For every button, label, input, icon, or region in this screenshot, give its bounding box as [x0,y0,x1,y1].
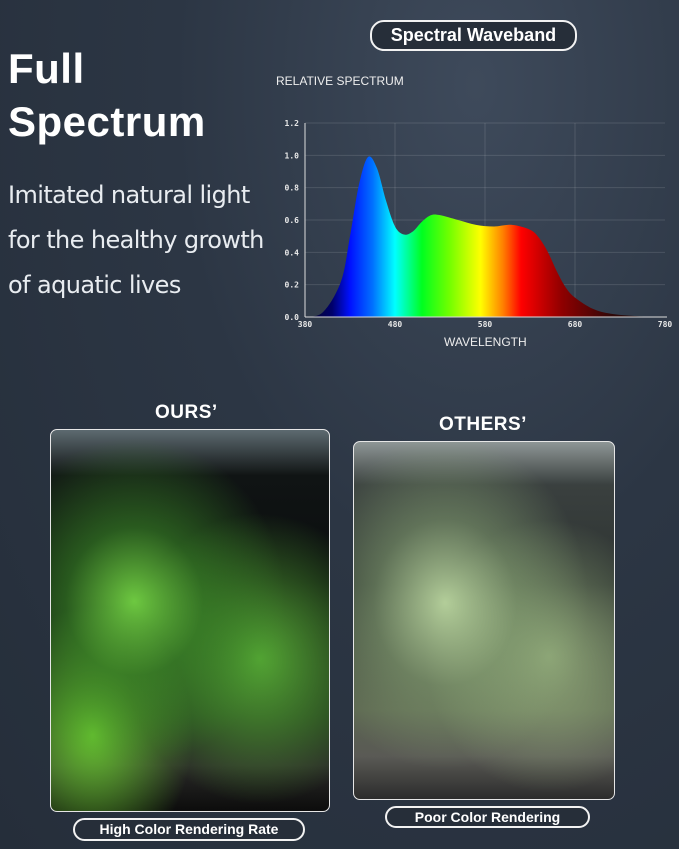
x-tick-label: 680 [568,320,583,329]
others-aquarium-photo [353,441,615,800]
y-tick-label: 0.8 [285,184,300,193]
page-title: Full Spectrum [8,42,206,148]
y-tick-label: 0.2 [285,281,300,290]
subtitle-line: Imitated natural light [8,181,250,209]
y-tick-label: 0.4 [285,248,300,257]
x-tick-label: 780 [658,320,673,329]
ours-caption: High Color Rendering Rate [73,818,305,841]
title-line: Full [8,45,85,92]
title-line: Spectrum [8,98,206,145]
x-tick-label: 480 [388,320,403,329]
spectrum-chart: 0.0 0.2 0.4 0.6 0.8 1.0 1.2 380 480 580 680 780 [285,119,673,329]
subtitle-line: of aquatic lives [8,271,181,299]
y-tick-label: 0.6 [285,216,300,225]
y-tick-label: 0.0 [285,313,300,322]
subtitle-line: for the healthy growth [8,226,264,254]
others-heading: OTHERS’ [439,414,527,435]
x-tick-label: 580 [478,320,493,329]
ours-aquarium-photo [50,429,330,812]
x-tick-label: 380 [298,320,313,329]
spectral-waveband-badge: Spectral Waveband [370,20,577,51]
ours-heading: OURS’ [155,402,218,423]
others-caption: Poor Color Rendering [385,806,590,828]
spectrum-area [305,156,665,317]
x-axis-label: WAVELENGTH [444,335,527,349]
y-tick-label: 1.2 [285,119,300,128]
y-tick-label: 1.0 [285,151,300,160]
y-axis-label: RELATIVE SPECTRUM [276,74,404,88]
